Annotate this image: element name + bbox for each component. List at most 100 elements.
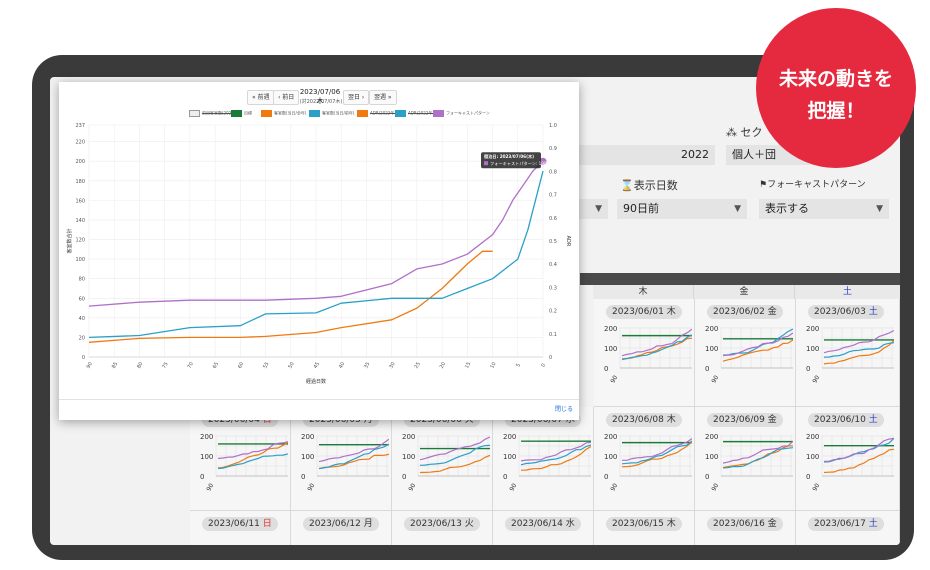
mini-x-tick: 90 <box>205 482 215 492</box>
y-tick-label: 220 <box>75 140 85 146</box>
prev-week-button[interactable]: « 前週 <box>247 90 275 105</box>
day-date-label: 2023/06/15 木 <box>606 517 682 531</box>
mini-forecast-chart: 200 100 090 <box>604 433 692 492</box>
mini-series-line <box>520 445 591 471</box>
calendar-day-cell[interactable]: 2023/06/07 水 200 100 0 90 <box>493 407 594 511</box>
calendar-grid: 木 金 土 <box>190 285 900 545</box>
calendar-day-cell[interactable]: 2023/06/02 金 200 100 0 90 <box>695 299 796 407</box>
next-week-button[interactable]: 翌週 » <box>369 90 397 105</box>
x-tick-label: 40 <box>338 361 346 370</box>
x-tick-label: 50 <box>287 361 295 370</box>
legend-item[interactable]: 前回客室数(2022年) <box>189 110 239 117</box>
tooltip-title: 宿泊日: 2023/07/06(木) <box>484 153 534 160</box>
y2-tick-label: 0.8 <box>549 169 557 175</box>
x-tick-label: 80 <box>136 361 144 370</box>
calendar-day-cell[interactable]: 2023/06/13 火 <box>392 511 493 545</box>
y-tick-label: 100 <box>75 257 85 263</box>
calendar-day-cell[interactable]: 2023/06/10 土 200 100 0 90 <box>796 407 900 511</box>
legend-item[interactable]: フォーキャストパターン <box>433 110 490 117</box>
day-date-label: 2023/06/11 日 <box>202 517 278 531</box>
mini-x-tick: 90 <box>609 482 619 492</box>
mini-y-tick: 200 <box>503 433 516 441</box>
calendar-day-cell[interactable]: 2023/06/16 金 <box>695 511 796 545</box>
forecast-line-chart: 02040608010012014016018020022023700.10.2… <box>66 123 571 385</box>
prev-day-button[interactable]: ‹ 前日 <box>273 90 300 105</box>
legend-item[interactable]: 客室数(当日/前年) <box>309 110 354 117</box>
mini-series-line <box>621 328 692 357</box>
mini-series-line <box>823 448 894 474</box>
calendar-day-cell[interactable]: 2023/06/11 日 <box>190 511 291 545</box>
calendar-day-cell[interactable]: 2023/06/09 金 200 100 0 90 <box>695 407 796 511</box>
mini-x-tick: 90 <box>710 374 720 384</box>
popup-compare-date: (対2022/07/07木) <box>299 99 343 105</box>
y-tick-label: 200 <box>75 159 85 165</box>
day-date-label: 2023/06/01 木 <box>606 305 682 319</box>
x-tick-label: 10 <box>489 361 497 370</box>
day-date-label: 2023/06/03 土 <box>808 305 884 319</box>
y2-tick-label: 0.3 <box>549 285 557 291</box>
mini-y-tick: 0 <box>604 473 608 481</box>
display-days-select[interactable]: 90日前 ▼ <box>617 199 747 219</box>
y2-axis-title: ADR <box>565 236 571 247</box>
day-date-label: 2023/06/13 火 <box>404 517 480 531</box>
mini-series-line <box>722 440 793 464</box>
segment-icon: ⁂ <box>726 126 737 139</box>
mini-y-tick: 0 <box>604 365 608 373</box>
y2-tick-label: 0.4 <box>549 262 557 268</box>
legend-item[interactable]: 客室数(当日/全年) <box>261 110 306 117</box>
calendar-day-cell[interactable]: 2023/06/17 土 <box>796 511 900 545</box>
x-tick-label: 55 <box>262 361 270 370</box>
legend-item[interactable]: ADR(2022年) <box>395 110 434 117</box>
tooltip-value: フォーキャストパターン: 190 室 <box>490 160 552 167</box>
calendar-day-cell[interactable]: 2023/06/05 月 200 100 0 90 <box>291 407 392 511</box>
calendar-day-cell[interactable]: 2023/06/01 木 200 100 0 90 <box>594 299 695 407</box>
mini-series-line <box>722 332 793 357</box>
mini-forecast-chart: 200 100 090 <box>402 433 490 492</box>
y-tick-label: 0 <box>82 355 85 361</box>
mini-y-tick: 0 <box>705 365 709 373</box>
x-tick-label: 90 <box>86 361 94 370</box>
mini-series-line <box>318 453 389 470</box>
y-tick-label: 140 <box>75 218 85 224</box>
x-axis-title: 経過日数 <box>306 378 326 385</box>
calendar-day-cell[interactable]: 2023/06/06 火 200 100 0 90 <box>392 407 493 511</box>
y2-tick-label: 0.9 <box>549 146 557 152</box>
mini-y-tick: 200 <box>806 433 819 441</box>
close-link[interactable]: 閉じる <box>554 406 573 413</box>
y-tick-label: 237 <box>75 123 85 129</box>
calendar-day-cell[interactable]: 2023/06/15 木 <box>594 511 695 545</box>
forecast-select[interactable]: 表示する ▼ <box>759 199 889 219</box>
mini-forecast-chart: 200 100 090 <box>200 433 288 492</box>
calendar-day-cell[interactable]: 2023/06/14 水 <box>493 511 594 545</box>
mini-x-tick: 90 <box>306 482 316 492</box>
mini-y-tick: 200 <box>200 433 213 441</box>
mini-x-tick: 90 <box>407 482 417 492</box>
calendar-day-cell[interactable]: 2023/06/03 土 200 100 0 90 <box>796 299 900 407</box>
mini-forecast-chart: 200 100 090 <box>503 433 591 492</box>
mini-y-tick: 0 <box>705 473 709 481</box>
mini-series-line <box>622 438 692 461</box>
x-tick-label: 45 <box>313 361 321 370</box>
day-date-label: 2023/06/10 土 <box>808 413 884 427</box>
y-axis-title: 客室数合計 <box>66 228 73 253</box>
mini-series-line <box>318 443 389 470</box>
x-tick-label: 0 <box>540 363 547 369</box>
day-date-label: 2023/06/08 木 <box>606 413 682 427</box>
chevron-down-icon: ▼ <box>595 204 602 214</box>
mini-series-line <box>621 334 692 360</box>
y2-tick-label: 0 <box>549 355 552 361</box>
calendar-day-cell[interactable]: 2023/06/12 月 <box>291 511 392 545</box>
mini-series-line <box>520 441 591 462</box>
mini-series-line <box>217 442 288 469</box>
legend-item[interactable]: ADR(2023年) <box>357 110 396 117</box>
badge-line-1: 未来の動きを <box>778 68 893 90</box>
year-input[interactable]: 2022 <box>565 145 715 165</box>
y-tick-label: 60 <box>79 296 85 302</box>
next-day-button[interactable]: 翌日 › <box>343 90 370 105</box>
mini-y-tick: 200 <box>705 433 718 441</box>
calendar-day-cell[interactable]: 2023/06/04 日 200 100 0 90 <box>190 407 291 511</box>
calendar-day-cell[interactable]: 2023/06/08 木 200 100 0 90 <box>594 407 695 511</box>
legend-item[interactable]: 目標 <box>231 110 252 117</box>
display-days-label: ⌛表示日数 <box>620 179 678 192</box>
mini-series-line <box>823 329 894 354</box>
